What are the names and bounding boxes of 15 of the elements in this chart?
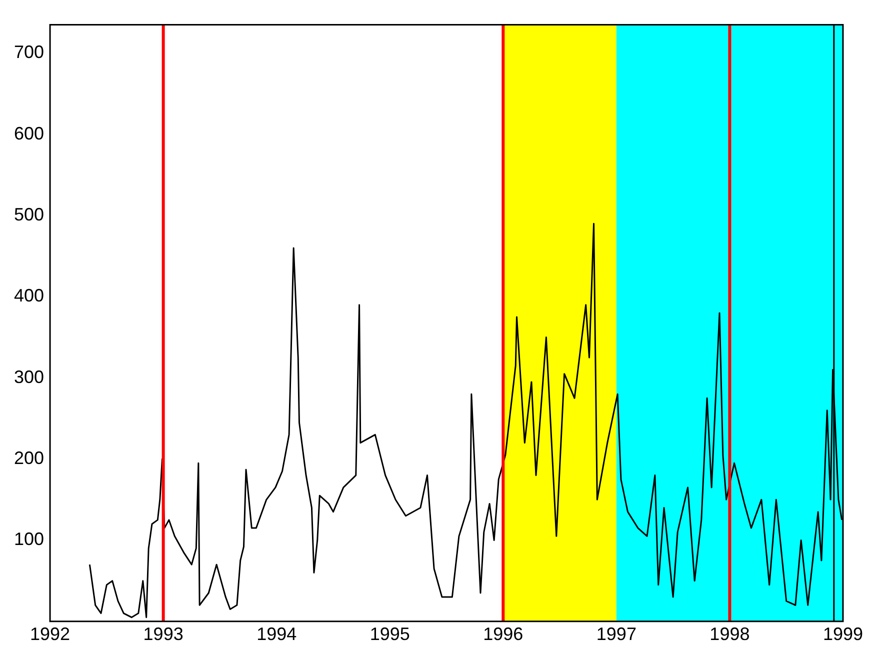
y-tick-label: 100 <box>14 529 44 550</box>
x-tick-label: 1996 <box>483 624 524 644</box>
y-tick-label: 600 <box>14 123 44 144</box>
y-tick-label: 700 <box>14 42 44 62</box>
y-tick-label: 500 <box>14 204 44 225</box>
x-tick-label: 1992 <box>30 624 70 644</box>
x-tick-label: 1997 <box>596 624 636 644</box>
x-tick-label: 1994 <box>256 624 297 644</box>
y-tick-label: 300 <box>14 366 44 387</box>
x-tick-label: 1998 <box>710 624 750 644</box>
y-tick-label: 400 <box>14 286 44 306</box>
x-tick-label: 1999 <box>822 624 863 644</box>
x-tick-label: 1995 <box>370 624 410 644</box>
x-tick-label: 1993 <box>143 624 184 644</box>
y-tick-label: 200 <box>14 448 44 468</box>
